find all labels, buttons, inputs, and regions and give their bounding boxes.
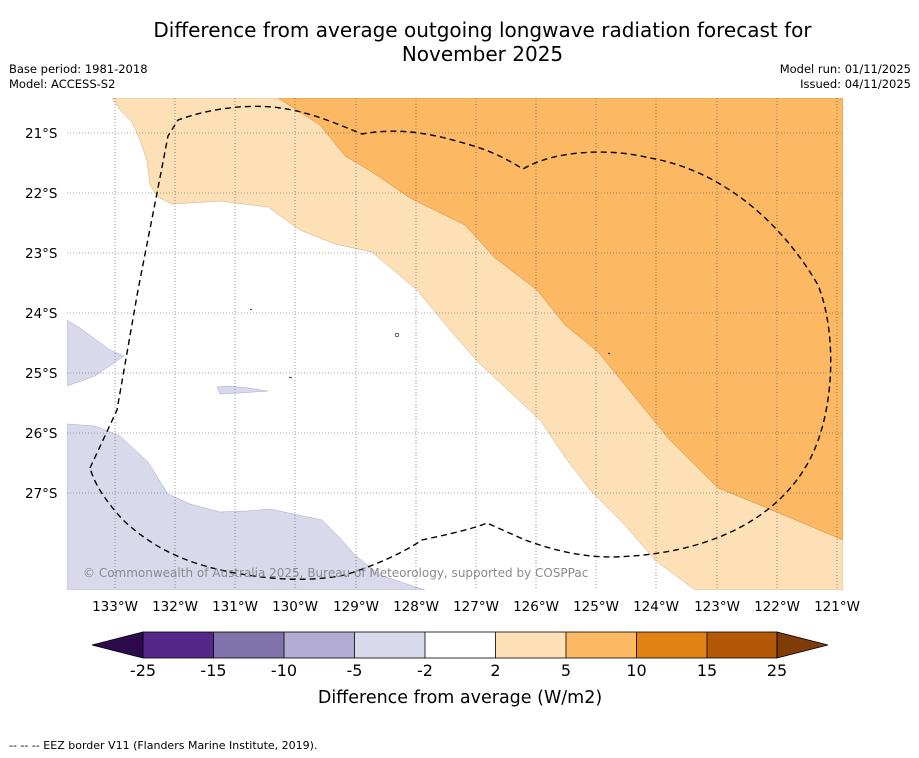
colorbar-tick: 10 [626, 661, 646, 680]
colorbar-tick: 5 [561, 661, 571, 680]
anomaly-region-neg5-to-neg2-south [67, 423, 426, 590]
lon-label: 131°W [212, 599, 258, 615]
lon-label: 132°W [152, 599, 198, 615]
lon-label: 123°W [694, 599, 740, 615]
colorbar-tick: -5 [347, 661, 363, 680]
lat-label: 25°S [25, 366, 58, 382]
colorbar-frame [142, 631, 778, 659]
latitude-labels: 21°S 22°S 23°S 24°S 25°S 26°S 27°S [25, 126, 58, 502]
model-name: Model: ACCESS-S2 [9, 77, 116, 91]
colorbar-tick: -2 [417, 661, 433, 680]
colorbar-segment [354, 632, 425, 658]
colorbar-segment [284, 632, 355, 658]
colorbar-tick: -10 [271, 661, 297, 680]
title-line-1: Difference from average outgoing longwav… [153, 18, 812, 42]
lon-label: 127°W [453, 599, 499, 615]
colorbar-extend-low [91, 631, 144, 659]
lon-label: 122°W [754, 599, 800, 615]
colorbar: -25 -15 -10 -5 -2 2 5 10 15 25 Differenc… [91, 631, 829, 708]
lon-label: 121°W [814, 599, 860, 615]
lon-label: 124°W [633, 599, 679, 615]
anomaly-region-5-to-10 [277, 98, 843, 541]
base-period: Base period: 1981-2018 [9, 62, 148, 76]
title-line-2: November 2025 [401, 42, 564, 66]
lat-label: 23°S [25, 246, 58, 262]
anomaly-region-neg5-to-neg2-patch [216, 385, 269, 395]
eez-border [89, 105, 832, 580]
map-area: © Commonwealth of Australia 2025, Bureau… [67, 98, 843, 590]
lat-label: 26°S [25, 426, 58, 442]
lat-label: 21°S [25, 126, 58, 142]
colorbar-segment [213, 632, 284, 658]
longitude-labels: 133°W 132°W 131°W 130°W 129°W 128°W 127°… [92, 599, 860, 615]
lat-label: 27°S [25, 486, 58, 502]
lon-label: 130°W [272, 599, 318, 615]
colorbar-segment [707, 632, 777, 658]
lon-label: 128°W [393, 599, 439, 615]
lon-label: 126°W [513, 599, 559, 615]
colorbar-tick: 2 [490, 661, 500, 680]
model-run: Model run: 01/11/2025 [779, 62, 911, 76]
run-info: Model run: 01/11/2025 Issued: 04/11/2025 [780, 62, 911, 92]
colorbar-segment [495, 632, 566, 658]
lon-label: 133°W [92, 599, 138, 615]
lat-label: 22°S [25, 186, 58, 202]
colorbar-tick: -25 [130, 661, 156, 680]
issued-date: Issued: 04/11/2025 [800, 77, 911, 91]
colorbar-segment [143, 632, 214, 658]
lon-label: 125°W [573, 599, 619, 615]
colorbar-segment [566, 632, 637, 658]
anomaly-region-neg5-to-neg2-west [67, 319, 125, 387]
base-info: Base period: 1981-2018 Model: ACCESS-S2 [9, 62, 148, 92]
colorbar-tick: 25 [767, 661, 787, 680]
colorbar-segment [425, 632, 496, 658]
lon-label: 129°W [333, 599, 379, 615]
graticule [67, 98, 843, 590]
island-speck [394, 332, 400, 338]
colorbar-segment [636, 632, 707, 658]
colorbar-tick: 15 [697, 661, 717, 680]
eez-legend: -- -- -- EEZ border V11 (Flanders Marine… [9, 739, 318, 752]
island-speck [607, 352, 611, 355]
colorbar-tick: -15 [200, 661, 226, 680]
copyright-credit: © Commonwealth of Australia 2025, Bureau… [83, 566, 588, 580]
colorbar-extend-high [776, 631, 829, 659]
map-title: Difference from average outgoing longwav… [0, 18, 919, 66]
island-speck [288, 376, 293, 379]
colorbar-label: Difference from average (W/m2) [318, 688, 602, 708]
island-speck [249, 308, 253, 311]
lat-label: 24°S [25, 306, 58, 322]
